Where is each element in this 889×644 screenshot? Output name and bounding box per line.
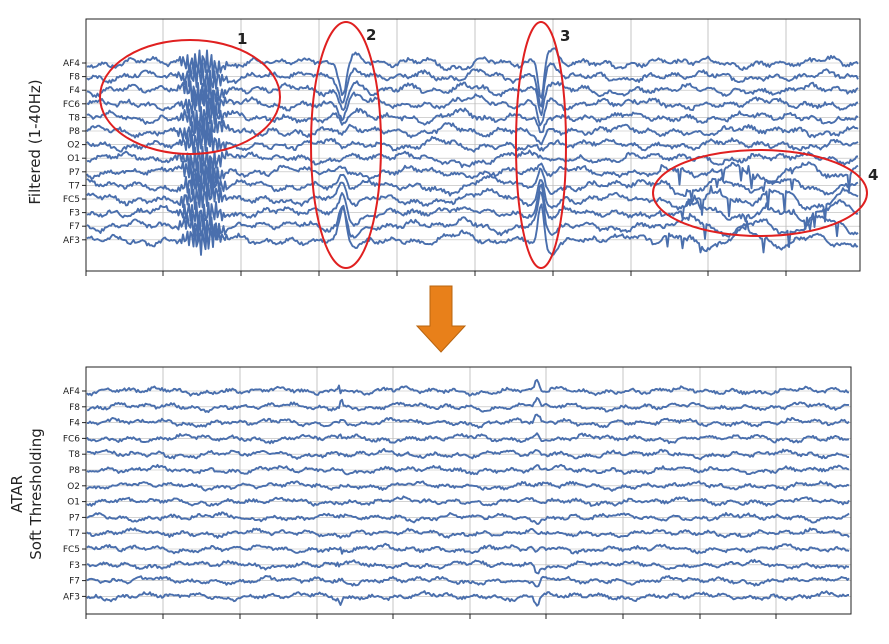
trace-t8: [86, 447, 850, 461]
annotation-ellipse-1: [99, 39, 281, 155]
channel-label-f7: F7: [69, 577, 80, 587]
trace-fc5: [86, 542, 850, 555]
trace-t7: [86, 527, 850, 539]
channel-label-af3: AF3: [63, 236, 80, 246]
channel-label-f7: F7: [69, 222, 80, 232]
trace-af3: [86, 203, 859, 256]
trace-af3: [86, 590, 849, 607]
trace-af4: [86, 47, 859, 99]
bottom-frame: [85, 366, 852, 615]
top-x-ticks: [85, 271, 787, 276]
channel-label-t7: T7: [68, 181, 80, 191]
channel-label-f4: F4: [69, 86, 80, 96]
bottom-ylabel-line1: ATAR: [8, 475, 26, 513]
annotation-label-3: 3: [560, 27, 570, 45]
channel-label-p7: P7: [69, 513, 80, 523]
bottom-channel-labels: AF4 F8 F4 FC6 T8 P8 O2 O1 P7 T7 FC5 F3 F7 AF3: [63, 387, 86, 602]
channel-label-t7: T7: [68, 529, 80, 539]
trace-af4: [86, 378, 849, 397]
channel-label-f3: F3: [69, 209, 80, 219]
trace-t8: [86, 100, 859, 134]
channel-label-p7: P7: [69, 168, 80, 178]
channel-label-p8: P8: [69, 127, 80, 137]
trace-p8: [86, 463, 850, 476]
channel-label-f8: F8: [69, 73, 80, 83]
down-arrow-icon: [415, 285, 467, 353]
channel-label-fc5: FC5: [63, 545, 80, 555]
channel-label-o1: O1: [67, 498, 80, 508]
trace-fc6: [86, 432, 850, 445]
trace-f3: [86, 558, 850, 575]
trace-o1: [86, 145, 858, 174]
channel-label-p8: P8: [69, 466, 80, 476]
channel-label-fc6: FC6: [63, 100, 80, 110]
trace-o2: [86, 127, 859, 156]
trace-f4: [86, 413, 850, 429]
top-frame: [85, 18, 861, 272]
top-traces: [86, 47, 859, 256]
annotation-label-4: 4: [868, 166, 878, 184]
channel-label-fc6: FC6: [63, 434, 80, 444]
annotation-ellipse-2: [310, 21, 382, 269]
channel-label-o2: O2: [67, 141, 80, 151]
trace-f7: [86, 190, 859, 249]
channel-label-af3: AF3: [63, 592, 80, 602]
channel-label-f4: F4: [69, 419, 80, 429]
bottom-panel: AF4 F8 F4 FC6 T8 P8 O2 O1 P7 T7 FC5 F3 F7 AF3 ATAR So…: [8, 366, 852, 619]
channel-label-fc5: FC5: [63, 195, 80, 205]
trace-f3: [86, 183, 859, 230]
trace-p7: [86, 158, 859, 193]
trace-f8: [86, 396, 850, 414]
channel-label-o1: O1: [67, 154, 80, 164]
top-ylabel: Filtered (1-40Hz): [26, 79, 44, 204]
bottom-ylabel-line2: Soft Thresholding: [27, 428, 45, 559]
trace-p8: [86, 117, 859, 146]
bottom-x-ticks: [85, 614, 777, 619]
top-channel-labels: AF4 F8 F4 FC6 T8 P8 O2 O1 P7 T7 FC5 F3 F7 AF3: [63, 59, 86, 246]
bottom-grid: [86, 367, 851, 614]
trace-o1: [86, 495, 850, 507]
channel-label-t8: T8: [68, 450, 80, 460]
annotation-ellipse-3: [515, 21, 567, 269]
channel-label-o2: O2: [67, 482, 80, 492]
channel-label-af4: AF4: [63, 387, 80, 397]
channel-label-f3: F3: [69, 561, 80, 571]
trace-p7: [86, 511, 850, 525]
trace-t7: [86, 167, 859, 201]
top-annotations: 1 2 3 4: [99, 21, 878, 269]
trace-f7: [86, 574, 850, 588]
channel-label-af4: AF4: [63, 59, 80, 69]
trace-o2: [86, 480, 850, 492]
trace-f4: [86, 78, 859, 117]
trace-fc5: [86, 179, 859, 223]
annotation-ellipse-4: [652, 149, 868, 237]
bottom-traces: [86, 378, 850, 607]
channel-label-f8: F8: [69, 403, 80, 413]
annotation-label-1: 1: [237, 30, 247, 48]
top-panel: AF4 F8 F4 FC6 T8 P8 O2 O1 P7 T7 FC5 F3 F7 AF3 Filtere…: [26, 18, 878, 276]
trace-f8: [86, 62, 859, 108]
channel-label-t8: T8: [68, 113, 80, 123]
annotation-label-2: 2: [366, 26, 376, 44]
